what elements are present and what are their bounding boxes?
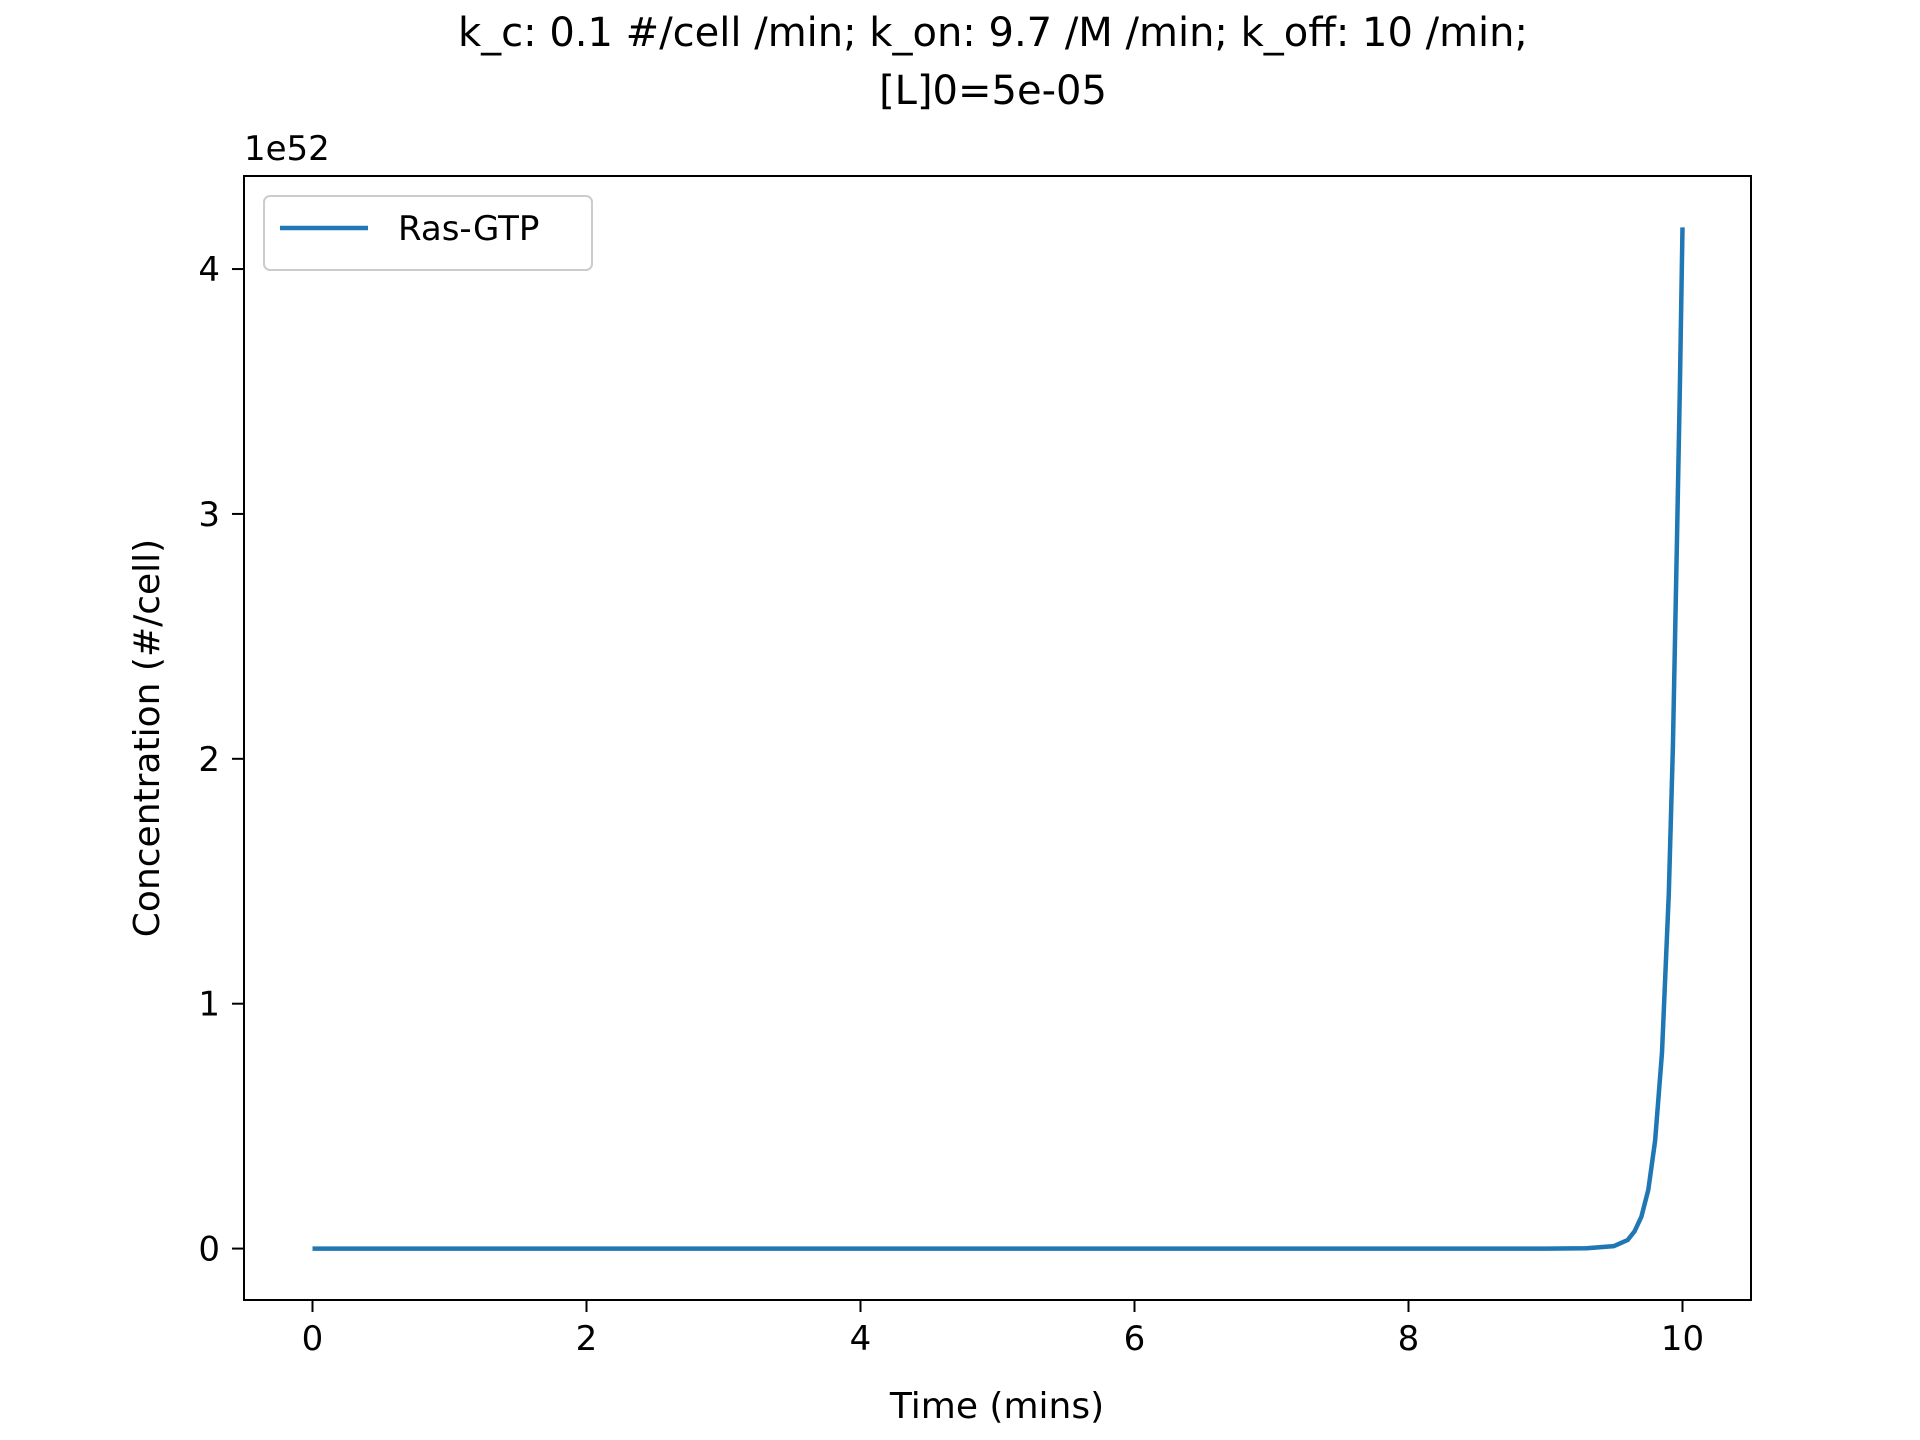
x-tick-label: 2 bbox=[576, 1319, 598, 1359]
x-tick-label: 0 bbox=[302, 1319, 324, 1359]
y-axis-offset-label: 1e52 bbox=[244, 129, 330, 169]
legend-label-ras-gtp: Ras-GTP bbox=[398, 209, 539, 249]
x-axis-label: Time (mins) bbox=[889, 1386, 1104, 1427]
x-tick-label: 10 bbox=[1661, 1319, 1704, 1359]
y-axis-label: Concentration (#/cell) bbox=[127, 539, 168, 937]
y-tick-label: 4 bbox=[198, 250, 220, 290]
y-tick-label: 2 bbox=[198, 740, 220, 780]
plot-area-frame bbox=[243, 175, 1752, 1301]
x-axis-ticks: 0 2 4 6 8 10 bbox=[302, 1300, 1704, 1359]
x-tick-label: 6 bbox=[1124, 1319, 1146, 1359]
legend: Ras-GTP bbox=[263, 195, 593, 271]
y-axis-ticks: 0 1 2 3 4 bbox=[198, 250, 244, 1270]
y-tick-label: 3 bbox=[198, 495, 220, 535]
chart-title-line-2: [L]0=5e-05 bbox=[879, 68, 1107, 114]
y-tick-label: 0 bbox=[198, 1230, 220, 1270]
x-tick-label: 8 bbox=[1398, 1319, 1420, 1359]
legend-box bbox=[263, 195, 593, 271]
x-tick-label: 4 bbox=[850, 1319, 872, 1359]
series-line-ras-gtp bbox=[312, 227, 1685, 1251]
y-tick-label: 1 bbox=[198, 985, 220, 1025]
chart-title-line-1: k_c: 0.1 #/cell /min; k_on: 9.7 /M /min;… bbox=[458, 10, 1528, 56]
